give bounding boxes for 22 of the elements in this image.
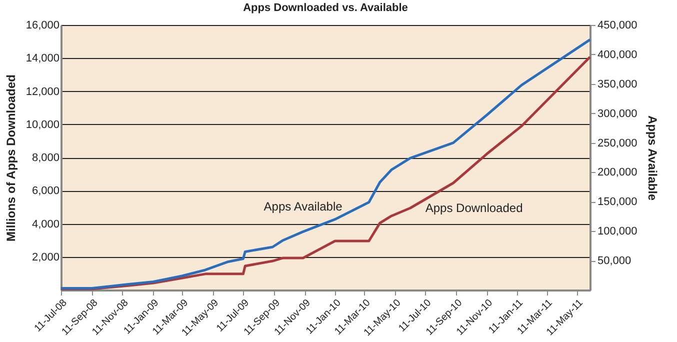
y-axis-title: Millions of Apps Downloaded <box>4 74 18 242</box>
y2-tick-label: 50,000 <box>598 255 632 268</box>
y-tick-label: 10,000 <box>26 118 60 131</box>
y2-tick-label: 250,000 <box>598 137 638 150</box>
y2-tick-label: 450,000 <box>598 20 638 32</box>
y-tick-label: 2,000 <box>32 251 60 264</box>
y-tick-label: 6,000 <box>32 185 60 198</box>
y2-tick-label: 150,000 <box>598 196 638 208</box>
y-tick-label: 16,000 <box>26 20 60 32</box>
y2-tick-label: 200,000 <box>598 166 638 179</box>
chart-title: Apps Downloaded vs. Available <box>243 2 408 14</box>
y-tick-label: 4,000 <box>32 218 60 230</box>
y-tick-label: 8,000 <box>32 152 60 164</box>
series-label: Apps Available <box>264 200 343 214</box>
y2-axis-title: Apps Available <box>645 115 660 201</box>
series-label: Apps Downloaded <box>425 201 523 216</box>
y2-tick-label: 100,000 <box>598 226 638 238</box>
y2-tick-label: 400,000 <box>598 48 638 61</box>
y-tick-label: 12,000 <box>26 86 60 98</box>
y-tick-label: 14,000 <box>26 52 60 65</box>
y2-tick-label: 350,000 <box>598 78 638 90</box>
y2-tick-label: 300,000 <box>598 108 638 120</box>
